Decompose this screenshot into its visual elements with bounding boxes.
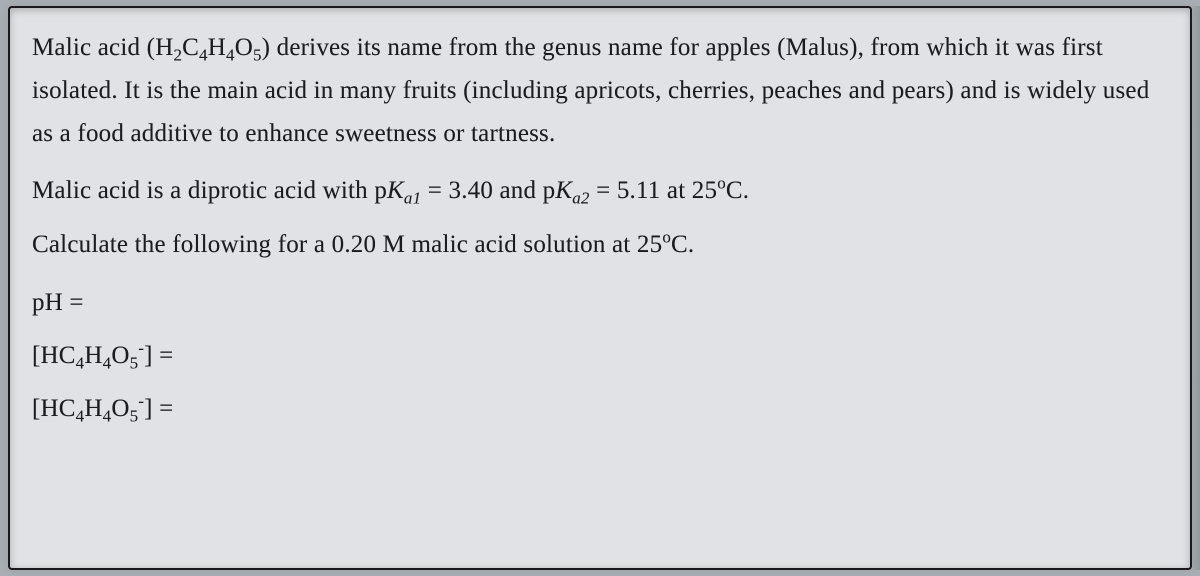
ph-label: pH = — [32, 289, 84, 316]
species1-close: ] = — [144, 342, 173, 369]
celsius-2: C. — [671, 231, 694, 258]
celsius-1: C. — [726, 177, 749, 204]
species2-close: ] = — [144, 395, 173, 422]
species2-open: [H — [32, 395, 59, 422]
diprotic-line: Malic acid is a diprotic acid with pKa1 … — [32, 167, 1168, 215]
answers-block: pH = [HC4H4O5-] = [HC4H4O5-] = — [32, 276, 1168, 435]
degree-symbol-1: o — [717, 174, 726, 193]
pka2-value: = 5.11 at 25 — [590, 177, 718, 204]
species1-open: [H — [32, 342, 59, 369]
ph-row: pH = — [32, 276, 1168, 329]
question-card: Malic acid (H2C4H4O5) derives its name f… — [8, 6, 1192, 570]
intro-text-pre: Malic acid ( — [32, 34, 155, 61]
species1-row: [HC4H4O5-] = — [32, 329, 1168, 382]
intro-text-1: ) derives its name from the genus name f… — [262, 34, 995, 61]
calculate-line: Calculate the following for a 0.20 M mal… — [32, 221, 1168, 269]
a1-sub: a1 — [404, 188, 421, 207]
k-symbol-2: K — [555, 177, 572, 204]
species2-row: [HC4H4O5-] = — [32, 382, 1168, 435]
diprotic-lead: Malic acid is a diprotic acid with p — [32, 177, 387, 204]
a2-sub: a2 — [572, 188, 589, 207]
calc-text: Calculate the following for a 0.20 M mal… — [32, 231, 662, 258]
formula-malic-acid: H2C4H4O5 — [155, 34, 261, 61]
pka1-value: = 3.40 and p — [421, 177, 555, 204]
intro-paragraph: Malic acid (H2C4H4O5) derives its name f… — [32, 26, 1168, 155]
k-symbol-1: K — [387, 177, 404, 204]
degree-symbol-2: o — [662, 227, 671, 246]
